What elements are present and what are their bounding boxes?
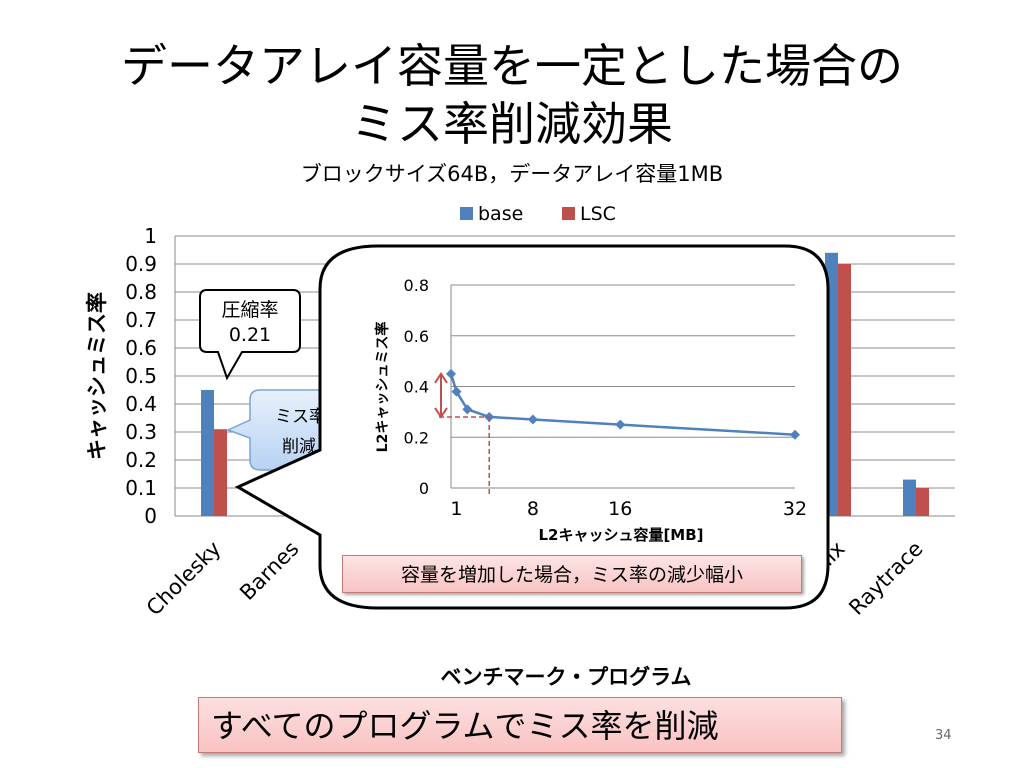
inset-data-point xyxy=(451,386,462,397)
y-tick-label: 0 xyxy=(144,504,157,528)
legend-label-base: base xyxy=(478,203,523,225)
bar-base xyxy=(201,390,214,516)
inset-data-point xyxy=(527,414,538,425)
compression-value: 0.21 xyxy=(229,324,271,346)
y-tick-label: 0.9 xyxy=(125,252,157,276)
x-category-label: Cholesky xyxy=(142,537,226,621)
inset-y-tick-label: 0.6 xyxy=(404,327,429,346)
inset-x-axis-label: L2キャッシュ容量[MB] xyxy=(538,526,703,544)
legend-swatch-base xyxy=(460,207,473,220)
y-tick-label: 1 xyxy=(144,224,157,248)
legend-label-lsc: LSC xyxy=(580,203,616,225)
page-number: 34 xyxy=(935,728,952,743)
inset-y-tick-label: 0.2 xyxy=(404,428,429,447)
slide-title-line1: データアレイ容量を一定とした場合の xyxy=(121,39,903,93)
y-tick-label: 0.8 xyxy=(125,280,157,304)
inset-note-box: 容量を増加した場合，ミス率の減少幅小 xyxy=(342,555,802,593)
y-tick-label: 0.4 xyxy=(125,392,157,416)
inset-data-point xyxy=(615,419,626,430)
x-category-label: Raytrace xyxy=(844,537,927,620)
inset-bubble xyxy=(234,244,830,610)
reduction-callout xyxy=(226,389,341,471)
x-axis-label: ベンチマーク・プログラム xyxy=(441,665,692,689)
y-tick-label: 0.2 xyxy=(125,448,157,472)
chart-subtitle: ブロックサイズ64B，データアレイ容量1MB xyxy=(300,162,724,186)
x-category-label: Barnes xyxy=(235,537,303,605)
inset-y-tick-label: 0.4 xyxy=(404,378,429,397)
bar-lsc xyxy=(838,264,851,516)
reduction-label-2: 削減 xyxy=(282,437,316,457)
inset-data-point xyxy=(446,368,456,379)
y-tick-label: 0.3 xyxy=(125,420,157,444)
legend-swatch-lsc xyxy=(562,207,575,220)
inset-y-axis-label: L2キャッシュミス率 xyxy=(374,322,391,453)
y-axis-label: キャッシュミス率 xyxy=(85,292,109,460)
reduction-label-1: ミス率 xyxy=(275,407,326,427)
inset-x-tick-label: 8 xyxy=(527,498,539,520)
y-tick-label: 0.1 xyxy=(125,476,157,500)
compression-callout xyxy=(199,289,301,381)
bar-base xyxy=(903,479,916,516)
y-tick-label: 0.7 xyxy=(125,308,157,332)
slide-title-line2: ミス率削減効果 xyxy=(351,97,673,151)
reduction-arrow-head-down xyxy=(434,407,448,419)
inset-data-point xyxy=(790,429,800,440)
reduction-arrow-head-up xyxy=(434,372,448,384)
inset-y-tick-label: 0.8 xyxy=(404,276,429,295)
inset-data-point xyxy=(462,404,473,415)
bar-lsc xyxy=(214,429,227,516)
inset-x-tick-label: 16 xyxy=(608,498,632,520)
conclusion-box: すべてのプログラムでミス率を削減 xyxy=(198,697,842,753)
y-tick-label: 0.5 xyxy=(125,364,157,388)
compression-label: 圧縮率 xyxy=(221,299,278,321)
inset-x-tick-label: 1 xyxy=(450,498,462,520)
inset-y-tick-label: 0 xyxy=(419,479,429,498)
inset-x-tick-label: 32 xyxy=(783,498,807,520)
y-tick-label: 0.6 xyxy=(125,336,157,360)
bar-lsc xyxy=(916,488,929,516)
